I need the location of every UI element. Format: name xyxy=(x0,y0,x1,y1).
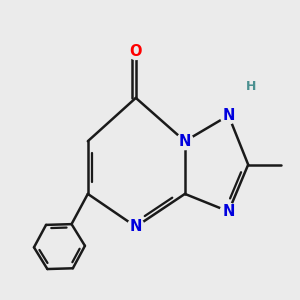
Circle shape xyxy=(176,133,193,150)
Text: O: O xyxy=(130,44,142,59)
Text: N: N xyxy=(130,219,142,234)
Circle shape xyxy=(245,80,258,93)
Text: H: H xyxy=(246,80,256,93)
Text: N: N xyxy=(179,134,191,149)
Circle shape xyxy=(128,218,144,235)
Circle shape xyxy=(128,43,144,59)
Text: N: N xyxy=(222,108,235,123)
Circle shape xyxy=(220,203,237,220)
Text: N: N xyxy=(222,204,235,219)
Circle shape xyxy=(220,107,237,124)
